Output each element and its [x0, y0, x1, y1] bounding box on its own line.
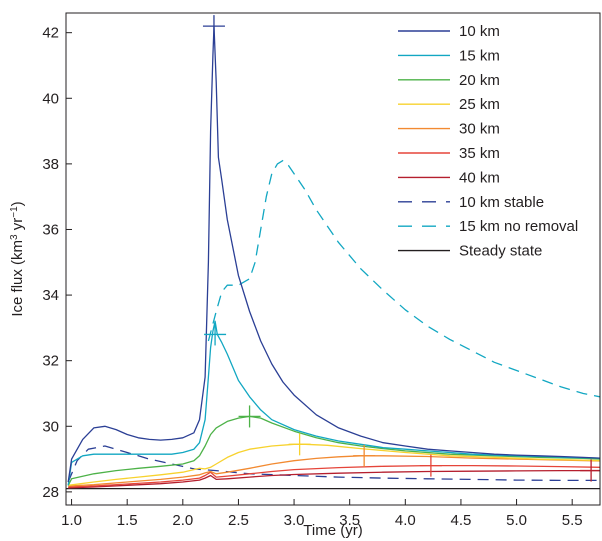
peak-marker-30-km [353, 444, 376, 467]
y-tick-label: 34 [42, 287, 59, 304]
y-tick-label: 38 [42, 156, 59, 173]
series-line-40-km [68, 469, 600, 489]
y-tick-label: 36 [42, 221, 59, 238]
y-tick-label: 32 [42, 353, 59, 370]
x-tick-label: 2.5 [228, 512, 249, 529]
legend-label: 40 km [459, 169, 500, 186]
legend-item-35-km: 35 km [398, 145, 500, 162]
x-tick-label: 3.0 [284, 512, 305, 529]
x-tick-label: 5.5 [562, 512, 583, 529]
series-line-15-km-no-removal [207, 159, 600, 398]
legend-label: 10 km [459, 23, 500, 40]
peak-marker-20-km [238, 405, 261, 428]
legend-item-40-km: 40 km [398, 169, 500, 186]
series-line-30-km [68, 455, 600, 487]
series-line-15-km [67, 320, 600, 486]
legend-label: Steady state [459, 243, 542, 260]
series-line-10-km [67, 25, 600, 483]
y-tick-label: 30 [42, 418, 59, 435]
plot-area [66, 15, 600, 490]
series-line-20-km [67, 415, 600, 486]
legend-item-15-km: 15 km [398, 47, 500, 64]
y-tick-label: 42 [42, 25, 59, 42]
legend-label: 30 km [459, 121, 500, 138]
legend-item-10-km: 10 km [398, 23, 500, 40]
peak-marker-15-km [204, 323, 227, 346]
legend: 10 km 15 km 20 km 25 km 30 km 35 km 40 km 10 km… [398, 23, 578, 260]
x-tick-label: 4.5 [451, 512, 472, 529]
legend-label: 20 km [459, 72, 500, 89]
legend-item-15-km-no-removal: 15 km no removal [398, 218, 578, 235]
y-tick-label: 40 [42, 90, 59, 107]
x-tick-label: 3.5 [339, 512, 360, 529]
y-axis-title: Ice flux (km3 yr−1) [9, 201, 26, 316]
legend-item-30-km: 30 km [398, 121, 500, 138]
legend-label: 15 km [459, 47, 500, 64]
legend-label: 25 km [459, 96, 500, 113]
x-tick-label: 1.5 [117, 512, 138, 529]
x-axis: 1.0 1.5 2.0 2.5 3.0 3.5 4.0 4.5 5.0 5.5 [61, 499, 583, 529]
series-line-25-km [68, 443, 600, 486]
x-tick-label: 4.0 [395, 512, 416, 529]
legend-item-10-km-stable: 10 km stable [398, 194, 544, 211]
x-tick-label: 1.0 [61, 512, 82, 529]
peak-marker-40-km [580, 459, 600, 482]
series-line-10-km-stable [67, 445, 600, 483]
plot-frame [65, 12, 601, 506]
x-tick-label: 2.0 [172, 512, 193, 529]
x-tick-label: 5.0 [506, 512, 527, 529]
y-axis: 28 30 32 34 36 38 40 42 [42, 25, 72, 501]
peak-marker-35-km [419, 454, 442, 477]
peak-marker-25-km [288, 433, 311, 456]
x-axis-title: Time (yr) [303, 522, 362, 539]
series-line-35-km [68, 464, 600, 488]
y-tick-label: 28 [42, 484, 59, 501]
peak-marker-10-km [202, 15, 225, 38]
legend-item-steady-state: Steady state [398, 243, 542, 260]
legend-label: 35 km [459, 145, 500, 162]
legend-label: 15 km no removal [459, 218, 578, 235]
legend-item-25-km: 25 km [398, 96, 500, 113]
legend-label: 10 km stable [459, 194, 544, 211]
legend-item-20-km: 20 km [398, 72, 500, 89]
